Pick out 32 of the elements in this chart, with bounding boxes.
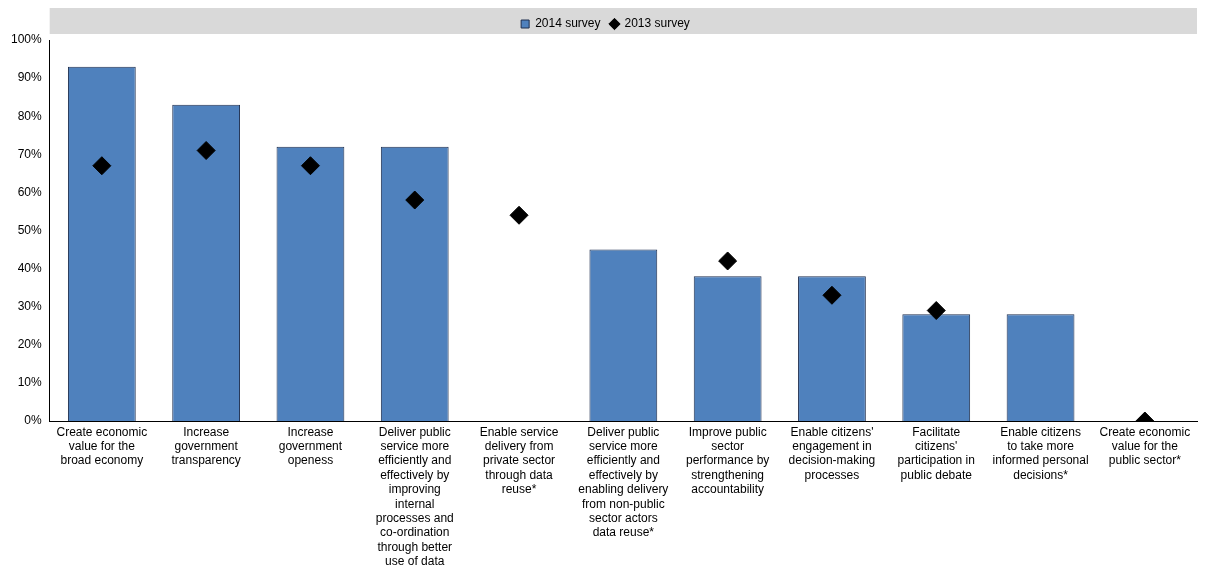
legend-label: 2013 survey [624, 16, 690, 31]
x-tick-label: Increase government transparency [171, 424, 241, 468]
point [300, 156, 320, 176]
point [509, 205, 529, 225]
legend-label: 2014 survey [535, 16, 601, 31]
y-tick-label: 60% [17, 184, 43, 199]
y-tick-label: 30% [17, 299, 43, 314]
x-tick-label: Improve public sector performance by strengthening accountability [685, 424, 770, 497]
point [405, 190, 425, 210]
x-tick-label: Create economic value for the public sector* [1099, 424, 1191, 468]
x-tick-label: Enable citizens' engagement in decision-making processes [788, 424, 876, 482]
x-tick-label: Deliver public service more efficiently and effectively by enabling delivery from non-public sector actors data reuse* [578, 424, 669, 540]
point [718, 251, 738, 271]
x-tick-label: Increase government openess [278, 424, 343, 468]
x-tick-label: Enable service delivery from private sector through data reuse* [479, 424, 559, 497]
y-tick-label: 50% [17, 222, 43, 237]
point [196, 140, 216, 160]
point [822, 285, 842, 305]
category-label: Deliver public service more efficiently and effectively by improving internal processes and co-ordination through better use of data [375, 424, 454, 569]
y-tick-label: 0% [24, 413, 43, 428]
y-tick-label: 90% [17, 70, 43, 85]
x-tick-label: Facilitate citizens' participation in public debate [897, 424, 975, 482]
y-tick-label: 100% [10, 32, 43, 47]
y-tick-label: 70% [17, 146, 43, 161]
y-tick-label: 10% [17, 375, 43, 390]
point [926, 301, 946, 321]
y-tick-label: 80% [17, 108, 43, 123]
x-tick-label: Enable citizens to take more informed personal decisions* [992, 424, 1089, 482]
y-tick-label: 40% [17, 260, 43, 275]
point [92, 156, 112, 176]
y-tick-label: 20% [17, 337, 43, 352]
x-tick-label: Create economic value for the broad economy [56, 424, 148, 468]
